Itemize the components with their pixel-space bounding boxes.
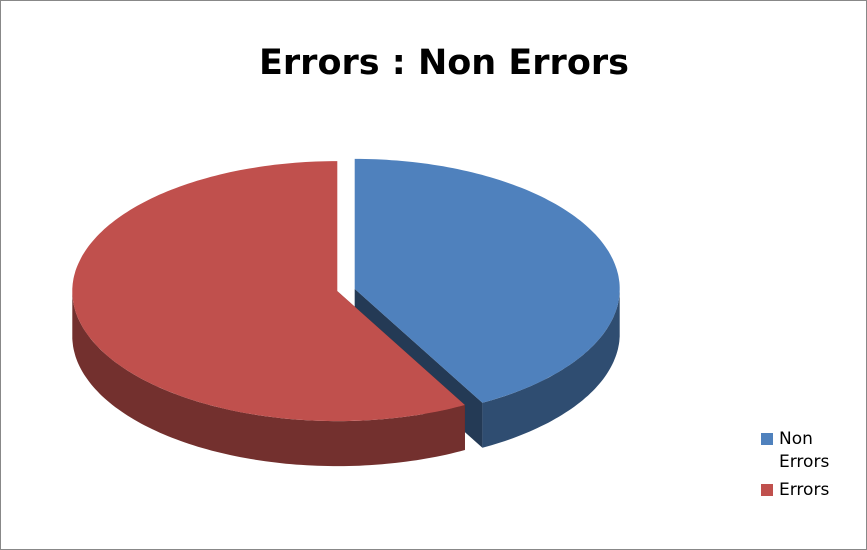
legend-swatch (761, 433, 773, 445)
legend-swatch (761, 484, 773, 496)
legend-label: Errors (779, 480, 829, 500)
legend-label-line: Errors (779, 452, 829, 472)
legend-label: Non Errors (779, 429, 829, 472)
slice (72, 161, 465, 422)
slice-outer-wall (72, 291, 465, 467)
slice-outer-wall (482, 288, 620, 448)
slice (354, 158, 620, 403)
legend-label-line: Errors (779, 480, 829, 500)
legend-label-line: Non (779, 429, 818, 449)
chart-title: Errors : Non Errors (259, 43, 629, 83)
